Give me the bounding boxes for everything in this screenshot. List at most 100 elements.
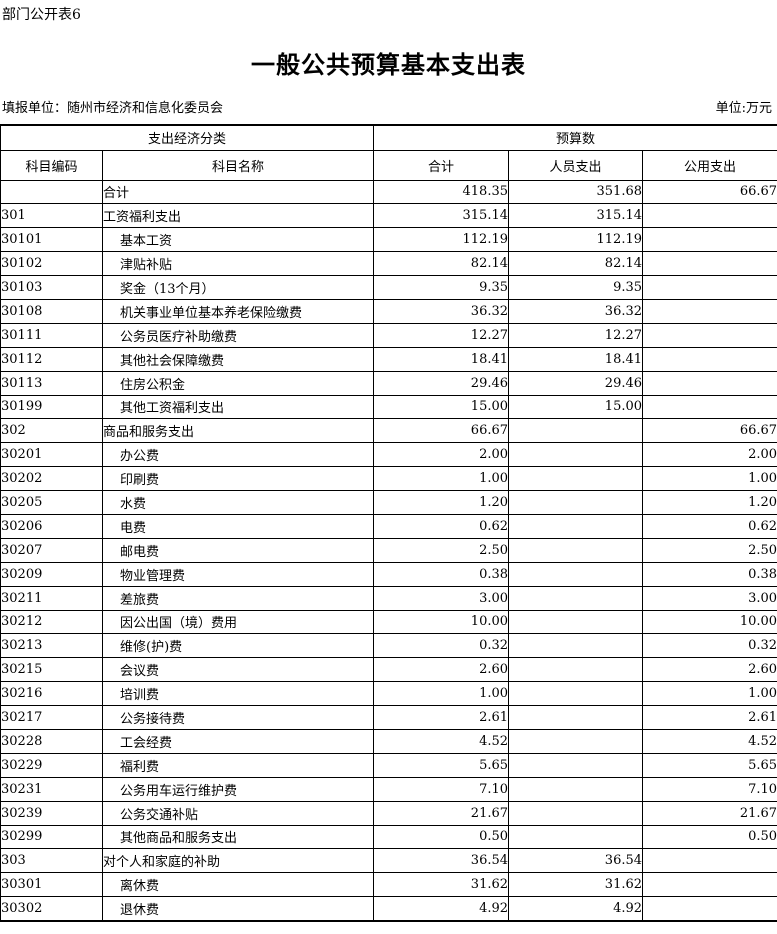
code-cell: 30228 [0,728,103,754]
name-cell: 培训费 [101,681,375,707]
code-cell: 30209 [0,561,103,587]
code-cell: 30302 [0,896,103,922]
code-cell [0,179,103,205]
table-row: 30201 办公费 2.00 2.00 [0,442,777,468]
code-cell: 30111 [0,322,103,348]
doc-label: 部门公开表6 [2,7,81,23]
name-cell: 物业管理费 [101,561,375,587]
header-subject-code: 科目编码 [0,149,103,181]
personnel-cell [508,728,644,754]
name-cell: 离休费 [101,872,375,898]
personnel-cell [508,513,644,539]
table-row: 30206 电费 0.62 0.62 [0,513,777,539]
table-row: 30228 工会经费 4.52 4.52 [0,728,777,754]
total-cell: 1.00 [373,466,510,492]
personnel-cell: 315.14 [508,203,644,229]
name-cell: 基本工资 [101,227,375,253]
total-cell: 21.67 [373,800,510,826]
name-cell: 奖金（13个月） [101,275,375,300]
code-cell: 30239 [0,800,103,826]
total-cell: 315.14 [373,203,510,229]
code-cell: 30212 [0,609,103,635]
public-cell [642,275,777,300]
name-cell: 机关事业单位基本养老保险缴费 [101,298,375,324]
table-row: 30215 会议费 2.60 2.60 [0,657,777,683]
table-body: 合计 418.35 351.68 66.67 301 工资福利支出 315.14 315.14… [0,179,777,922]
code-cell: 30231 [0,776,103,802]
code-cell: 30108 [0,298,103,324]
personnel-cell [508,537,644,563]
personnel-cell: 12.27 [508,322,644,348]
table-row: 30211 差旅费 3.00 3.00 [0,585,777,611]
total-cell: 4.92 [373,896,510,922]
name-cell: 津贴补贴 [101,251,375,277]
personnel-cell: 4.92 [508,896,644,922]
personnel-cell [508,466,644,492]
total-cell: 1.00 [373,681,510,707]
personnel-cell: 29.46 [508,370,644,396]
code-cell: 30102 [0,251,103,277]
personnel-cell: 82.14 [508,251,644,277]
total-cell: 12.27 [373,322,510,348]
code-cell: 30206 [0,513,103,539]
code-cell: 30301 [0,872,103,898]
public-cell: 3.00 [642,585,777,611]
personnel-cell [508,824,644,850]
code-cell: 30229 [0,752,103,778]
public-cell: 7.10 [642,776,777,802]
table-row: 30302 退休费 4.92 4.92 [0,896,777,922]
public-cell [642,298,777,324]
total-cell: 2.50 [373,537,510,563]
public-cell: 0.38 [642,561,777,587]
name-cell: 其他商品和服务支出 [101,824,375,850]
total-cell: 418.35 [373,179,510,205]
table-row: 30108 机关事业单位基本养老保险缴费 36.32 36.32 [0,298,777,324]
table-row: 30217 公务接待费 2.61 2.61 [0,705,777,730]
page-title: 一般公共预算基本支出表 [251,50,526,79]
total-cell: 4.52 [373,728,510,754]
total-cell: 10.00 [373,609,510,635]
public-cell [642,346,777,372]
total-cell: 36.32 [373,298,510,324]
public-cell [642,227,777,253]
public-cell: 1.00 [642,466,777,492]
public-cell: 21.67 [642,800,777,826]
total-cell: 18.41 [373,346,510,372]
total-cell: 7.10 [373,776,510,802]
code-cell: 303 [0,848,103,874]
table-row: 30229 福利费 5.65 5.65 [0,752,777,778]
code-cell: 302 [0,418,103,444]
total-cell: 66.67 [373,418,510,444]
name-cell: 电费 [101,513,375,539]
personnel-cell: 36.32 [508,298,644,324]
personnel-cell [508,490,644,515]
name-cell: 退休费 [101,896,375,922]
code-cell: 30299 [0,824,103,850]
table-row: 301 工资福利支出 315.14 315.14 [0,203,777,229]
public-cell: 0.50 [642,824,777,850]
table-row: 30207 邮电费 2.50 2.50 [0,537,777,563]
public-cell: 2.50 [642,537,777,563]
code-cell: 30112 [0,346,103,372]
name-cell: 福利费 [101,752,375,778]
name-cell: 差旅费 [101,585,375,611]
total-cell: 0.62 [373,513,510,539]
public-cell: 2.61 [642,705,777,730]
personnel-cell [508,561,644,587]
table-row: 30103 奖金（13个月） 9.35 9.35 [0,275,777,300]
name-cell: 因公出国（境）费用 [101,609,375,635]
code-cell: 301 [0,203,103,229]
table-row: 30213 维修(护)费 0.32 0.32 [0,633,777,659]
personnel-cell [508,752,644,778]
header-personnel-expenditure: 人员支出 [508,149,644,181]
public-cell [642,394,777,420]
total-cell: 31.62 [373,872,510,898]
header-public-expenditure: 公用支出 [642,149,777,181]
table-row: 合计 418.35 351.68 66.67 [0,179,777,205]
table-row: 30239 公务交通补贴 21.67 21.67 [0,800,777,826]
table-row: 30202 印刷费 1.00 1.00 [0,466,777,492]
public-cell [642,872,777,898]
total-cell: 1.20 [373,490,510,515]
budget-table: 支出经济分类 预算数 科目编码 科目名称 合计 人员支出 公用支出 合计 418.… [0,124,777,922]
